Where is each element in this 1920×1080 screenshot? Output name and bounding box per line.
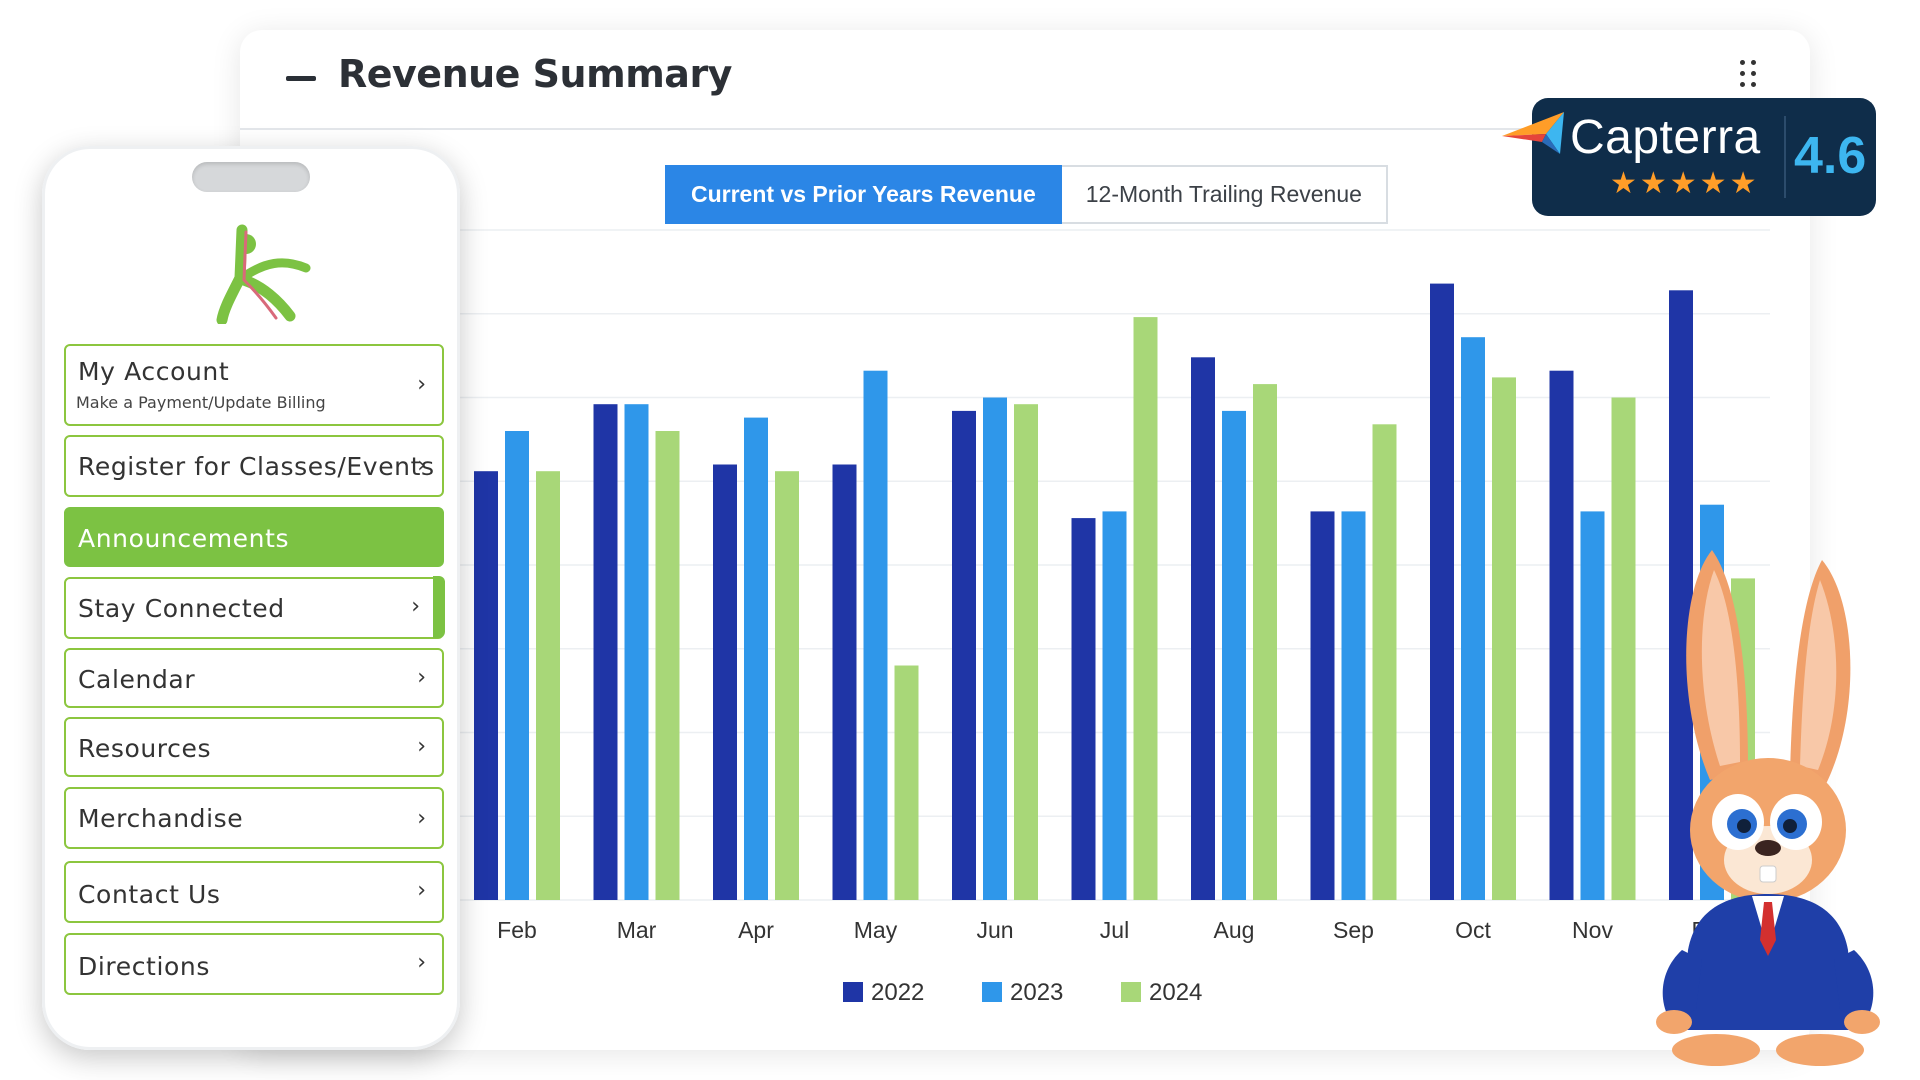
brand-logo [216,224,311,324]
bar-2023-apr [744,417,768,900]
menu-item-label: Register for Classes/Events [78,452,435,481]
x-tick-label: Aug [1214,917,1255,943]
capterra-name: Capterra [1570,111,1761,164]
bar-2022-may [832,464,857,900]
badge-divider [1784,116,1786,198]
bar-2023-jul [1102,511,1127,900]
star-rating-icon: ★★★★★ [1610,166,1760,201]
bar-2024-jul [1133,317,1158,901]
menu-item-label: Contact Us [78,880,221,909]
legend-label-2024: 2024 [1149,979,1202,1006]
menu-item-label: Announcements [78,524,290,553]
menu-item-label: My Account [78,357,230,386]
bar-2023-mar [624,404,649,900]
legend-label-2023: 2023 [1010,979,1063,1006]
bar-2024-may [894,665,919,900]
x-tick-label: Jun [976,917,1013,943]
bar-2023-jun [983,397,1007,900]
menu-item-label: Directions [78,952,210,981]
bar-2024-apr [775,471,799,900]
bar-2022-dec [1669,290,1693,900]
chevron-right-icon: › [417,734,426,759]
x-tick-label: May [854,917,898,943]
bar-2024-feb [536,471,560,900]
bar-2022-aug [1191,357,1215,900]
x-tick-label: Feb [497,917,537,943]
chevron-right-icon: › [417,950,426,975]
chevron-right-icon: › [417,453,426,478]
tab-trailing-12-month[interactable]: 12-Month Trailing Revenue [1061,165,1388,224]
rabbit-mascot-illustration [1656,550,1880,1066]
chevron-right-icon: › [417,372,426,397]
menu-item-label: Resources [78,734,212,763]
bar-2023-sep [1341,511,1366,900]
phone-menu: My Account Make a Payment/Update Billing… [64,344,445,995]
chevron-right-icon: › [417,878,426,903]
menu-my-account[interactable]: My Account Make a Payment/Update Billing… [64,344,444,426]
bar-2023-aug [1222,410,1246,900]
bar-2023-may [863,370,888,900]
bar-2022-sep [1310,511,1335,900]
bar-2022-feb [474,471,498,900]
menu-calendar[interactable]: Calendar › [64,648,444,708]
bar-2023-oct [1461,337,1485,900]
menu-register-classes[interactable]: Register for Classes/Events › [64,435,444,497]
bar-2024-mar [655,431,680,900]
capterra-rating-badge: Capterra ★★★★★ 4.6 [1502,98,1876,216]
revenue-tabs: Current vs Prior Years Revenue 12-Month … [665,165,1388,224]
menu-resources[interactable]: Resources › [64,717,444,777]
menu-item-label: Calendar [78,665,196,694]
chevron-right-icon: › [417,665,426,690]
menu-merchandise[interactable]: Merchandise › [64,787,444,849]
bar-2022-oct [1430,283,1454,901]
capterra-logo-icon [1502,112,1564,154]
menu-directions[interactable]: Directions › [64,933,444,995]
tab-current-vs-prior[interactable]: Current vs Prior Years Revenue [665,165,1062,224]
legend-label-2022: 2022 [871,979,924,1006]
x-tick-label: Mar [617,917,657,943]
menu-contact-us[interactable]: Contact Us › [64,861,444,923]
phone-notch [192,162,310,192]
legend-swatch-2023 [982,982,1002,1002]
drag-handle-icon[interactable] [1738,60,1758,96]
bar-2024-aug [1253,384,1277,901]
bar-2024-jun [1014,404,1038,900]
x-tick-label: Sep [1333,917,1374,943]
collapse-icon[interactable] [286,76,316,81]
chevron-right-icon: › [411,594,420,619]
bar-2024-oct [1492,377,1516,900]
capterra-score: 4.6 [1794,127,1867,185]
card-header: Revenue Summary [240,30,1810,130]
card-title: Revenue Summary [338,52,732,96]
menu-item-label: Stay Connected [78,594,285,623]
x-tick-label: Oct [1455,917,1491,943]
x-tick-label: Jul [1100,917,1129,943]
bar-2022-jul [1071,518,1096,900]
legend-swatch-2024 [1121,982,1141,1002]
bar-2022-apr [713,464,737,900]
bar-2022-mar [593,404,618,900]
legend-swatch-2022 [843,982,863,1002]
x-tick-label: Apr [738,917,774,943]
bar-2022-nov [1549,370,1574,900]
menu-stay-connected[interactable]: Stay Connected › [64,576,445,639]
bar-2023-nov [1580,511,1605,900]
revenue-bar-chart: FebMarAprMayJunJulAugSepOctNovDec2022202… [456,229,1770,1006]
bar-2024-sep [1372,424,1397,900]
selection-edge [433,576,445,638]
bar-2024-nov [1611,397,1636,900]
x-tick-label: Nov [1572,917,1613,943]
bar-2023-feb [505,431,529,900]
menu-item-label: Merchandise [78,804,244,833]
phone-mockup: My Account Make a Payment/Update Billing… [42,146,460,1050]
chevron-right-icon: › [417,806,426,831]
menu-item-sublabel: Make a Payment/Update Billing [76,393,326,412]
bar-2022-jun [952,410,976,900]
menu-announcements[interactable]: Announcements [64,507,444,567]
